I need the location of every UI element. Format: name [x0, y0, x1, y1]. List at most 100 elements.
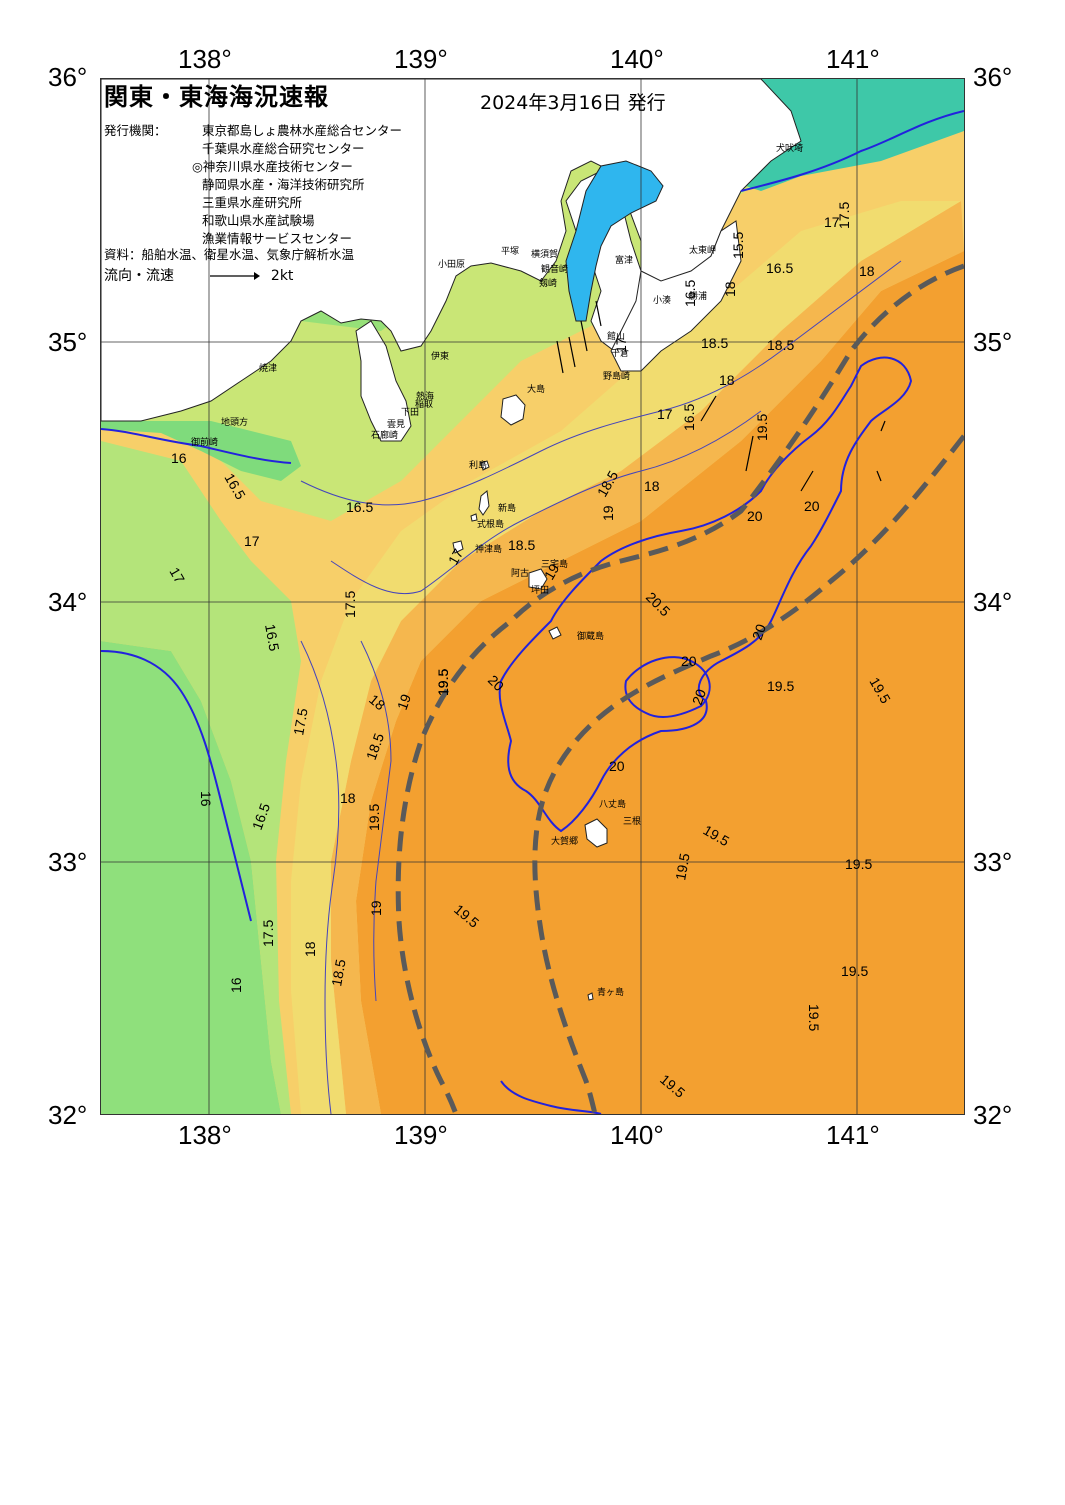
lon-label-bottom-141: 141°: [826, 1120, 880, 1150]
graticule: [101, 79, 964, 1114]
island-toshima: [480, 460, 490, 471]
issuer-list: 発行機関： 東京都島しょ農林水産総合センター 千葉県水産総合研究センター ◎神奈川…: [104, 120, 402, 246]
place-label: 八丈島: [599, 798, 626, 810]
place-label: 御蔵島: [577, 630, 604, 642]
place-label: 太東岬: [689, 244, 716, 256]
temp-label: 18.5: [508, 537, 535, 553]
place-label: 小湊: [653, 294, 671, 306]
temp-label: 16.5: [346, 499, 373, 515]
lon-label-top-138: 138°: [178, 44, 232, 74]
temp-label: 19.5: [767, 678, 794, 694]
island-oshima: [500, 394, 526, 426]
place-label: 横須賀: [531, 248, 558, 260]
lat-label-left-34: 34°: [48, 587, 88, 617]
data-sources: 資料：船舶水温、衛星水温、気象庁解析水温: [104, 247, 355, 262]
temp-label: 19.5: [841, 963, 868, 979]
place-label: 利島: [469, 459, 487, 471]
issuer-1: 千葉県水産総合研究センター: [202, 141, 365, 156]
place-label: 大島: [527, 383, 545, 395]
zone-mid: [291, 201, 961, 1114]
island-shikinejima: [470, 513, 478, 522]
temp-label: 19.5: [672, 852, 693, 882]
place-label: 大賀郷: [551, 835, 578, 847]
island-niijima: [478, 490, 490, 516]
isotherms: [101, 110, 964, 1114]
flow-legend: 流向・流速 2kt: [104, 265, 293, 285]
temp-label: 16.5: [262, 623, 283, 653]
temp-label: 19.5: [845, 856, 872, 872]
temp-label: 17: [657, 406, 673, 422]
temp-label: 17: [244, 533, 260, 549]
lon-label-top-140: 140°: [610, 44, 664, 74]
temp-label: 17.5: [290, 707, 311, 737]
lat-label-left-32: 32°: [48, 1100, 88, 1130]
temp-label: 19.5: [754, 414, 770, 441]
temp-label: 17: [824, 214, 840, 230]
lon-label-bottom-140: 140°: [610, 1120, 664, 1150]
contour-lines: [300, 260, 902, 1114]
island-mikurajima: [548, 626, 562, 640]
lat-label-right-36: 36°: [973, 62, 1013, 92]
place-label: 阿古: [511, 567, 529, 579]
temp-label: 19.5: [435, 669, 451, 696]
info-panel: 関東・東海海況速報: [104, 82, 329, 112]
lat-label-right-34: 34°: [973, 587, 1013, 617]
temp-label: 18: [340, 790, 356, 806]
temp-label: 16.5: [681, 404, 697, 431]
place-label: 野島崎: [603, 370, 630, 382]
temp-label: 18.5: [328, 958, 349, 988]
place-label: 式根島: [477, 518, 504, 530]
lat-label-left-33: 33°: [48, 847, 88, 877]
place-label: 伊東: [431, 350, 449, 362]
lat-label-right-33: 33°: [973, 847, 1013, 877]
temp-label: 15.5: [730, 232, 746, 259]
temp-label: 20: [681, 653, 697, 669]
place-label: 勝浦: [689, 290, 707, 302]
isotherm-west-16: [101, 650, 252, 922]
sea-temperature-map: 17.5 17 15.5 16.5 18 18 18.5 18.5 16.5 18 17 16.5 17…: [100, 78, 965, 1115]
island-miyakejima: [528, 568, 548, 590]
temp-label: 20: [689, 687, 709, 707]
temp-label: 17.5: [260, 920, 276, 947]
place-label: 石廊崎: [371, 429, 398, 441]
temp-label: 19.5: [366, 804, 382, 831]
temp-label: 16: [198, 791, 214, 807]
temp-label: 19.5: [806, 1004, 822, 1031]
place-label: 館山: [607, 330, 625, 342]
zone-greenish-west: [101, 441, 301, 1114]
isotherm-north-coast: [740, 110, 964, 192]
place-label: 雲見: [387, 419, 405, 430]
lat-label-right-32: 32°: [973, 1100, 1013, 1130]
place-label: 熱海: [416, 390, 434, 402]
issuer-4: 三重県水産研究所: [202, 195, 303, 210]
temp-label: 19: [541, 561, 563, 583]
zone-green-west: [101, 641, 281, 1114]
lon-label-top-141: 141°: [826, 44, 880, 74]
island-kozushima: [452, 540, 464, 554]
temp-label: 19.5: [435, 669, 451, 696]
place-label: 神津島: [475, 543, 502, 555]
issuer-6: 漁業情報サービスセンター: [202, 231, 353, 246]
place-label: 小田原: [438, 259, 465, 270]
place-label: 稲取: [415, 398, 433, 410]
temp-label: 20: [609, 758, 625, 774]
place-label: 坪田: [531, 585, 549, 596]
place-label: 三宅島: [541, 558, 568, 570]
place-label: 観音崎: [541, 263, 568, 275]
map-title: 関東・東海海況速報: [104, 83, 329, 111]
land-izu-peninsula: [355, 320, 412, 442]
place-label: 富津: [615, 254, 633, 266]
temp-label: 18.5: [701, 335, 728, 351]
isotherm-south-edge: [500, 1080, 602, 1114]
temp-label: 17: [166, 565, 188, 587]
place-label: 新島: [498, 502, 516, 514]
temp-label: 19: [394, 692, 414, 712]
temp-label: 18: [859, 263, 875, 279]
temp-label: 18.5: [767, 337, 794, 353]
kuroshio-axis: [395, 263, 964, 1114]
temp-label: 16: [228, 977, 244, 993]
tokyo-bay: [565, 160, 664, 322]
temp-label: 20: [747, 508, 763, 524]
